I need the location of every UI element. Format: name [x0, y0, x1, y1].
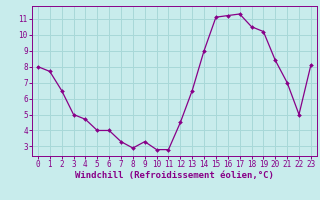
- X-axis label: Windchill (Refroidissement éolien,°C): Windchill (Refroidissement éolien,°C): [75, 171, 274, 180]
